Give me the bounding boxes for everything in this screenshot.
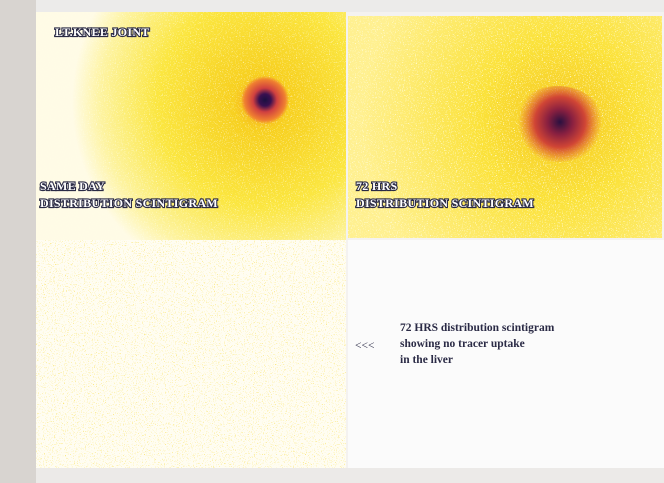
arrow: <<< [355,340,374,352]
bottom-border [36,468,664,483]
top-border [36,0,664,12]
page: LT.KNEE JOINT SAME DAY DISTRIBUTION SCIN… [0,0,664,483]
note-line: 72 HRS distribution scintigram [400,322,555,334]
left-border [0,0,36,483]
figure: LT.KNEE JOINT SAME DAY DISTRIBUTION SCIN… [0,0,664,483]
panel-liver [36,240,346,468]
panel-title: LT.KNEE JOINT [55,25,150,39]
caption-line: SAME DAY [40,179,105,193]
panel-72hrs: 72 HRS DISTRIBUTION SCINTIGRAM [348,16,662,238]
panel-same-day: LT.KNEE JOINT SAME DAY DISTRIBUTION SCIN… [36,12,346,240]
caption-line: DISTRIBUTION SCINTIGRAM [356,196,534,210]
caption-line: 72 HRS [356,179,397,193]
note-line: showing no tracer uptake [400,338,525,350]
panel-note: <<< 72 HRS distribution scintigram showi… [348,240,664,468]
note-line: in the liver [400,354,453,366]
caption-line: DISTRIBUTION SCINTIGRAM [40,196,218,210]
